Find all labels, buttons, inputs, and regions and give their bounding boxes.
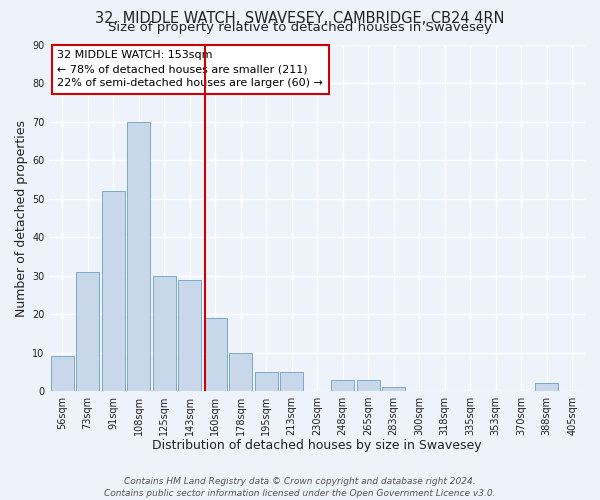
- Bar: [357, 380, 380, 391]
- Bar: [229, 352, 252, 391]
- Bar: [204, 318, 227, 391]
- Bar: [178, 280, 201, 391]
- Bar: [76, 272, 99, 391]
- Text: 32, MIDDLE WATCH, SWAVESEY, CAMBRIDGE, CB24 4RN: 32, MIDDLE WATCH, SWAVESEY, CAMBRIDGE, C…: [95, 11, 505, 26]
- Bar: [255, 372, 278, 391]
- Text: Size of property relative to detached houses in Swavesey: Size of property relative to detached ho…: [108, 22, 492, 35]
- Bar: [50, 356, 74, 391]
- Text: 32 MIDDLE WATCH: 153sqm
← 78% of detached houses are smaller (211)
22% of semi-d: 32 MIDDLE WATCH: 153sqm ← 78% of detache…: [58, 50, 323, 88]
- Y-axis label: Number of detached properties: Number of detached properties: [15, 120, 28, 316]
- Text: Contains HM Land Registry data © Crown copyright and database right 2024.
Contai: Contains HM Land Registry data © Crown c…: [104, 476, 496, 498]
- Bar: [331, 380, 354, 391]
- Bar: [535, 384, 558, 391]
- Bar: [382, 388, 405, 391]
- Bar: [101, 191, 125, 391]
- Bar: [280, 372, 303, 391]
- Bar: [152, 276, 176, 391]
- X-axis label: Distribution of detached houses by size in Swavesey: Distribution of detached houses by size …: [152, 440, 482, 452]
- Bar: [127, 122, 150, 391]
